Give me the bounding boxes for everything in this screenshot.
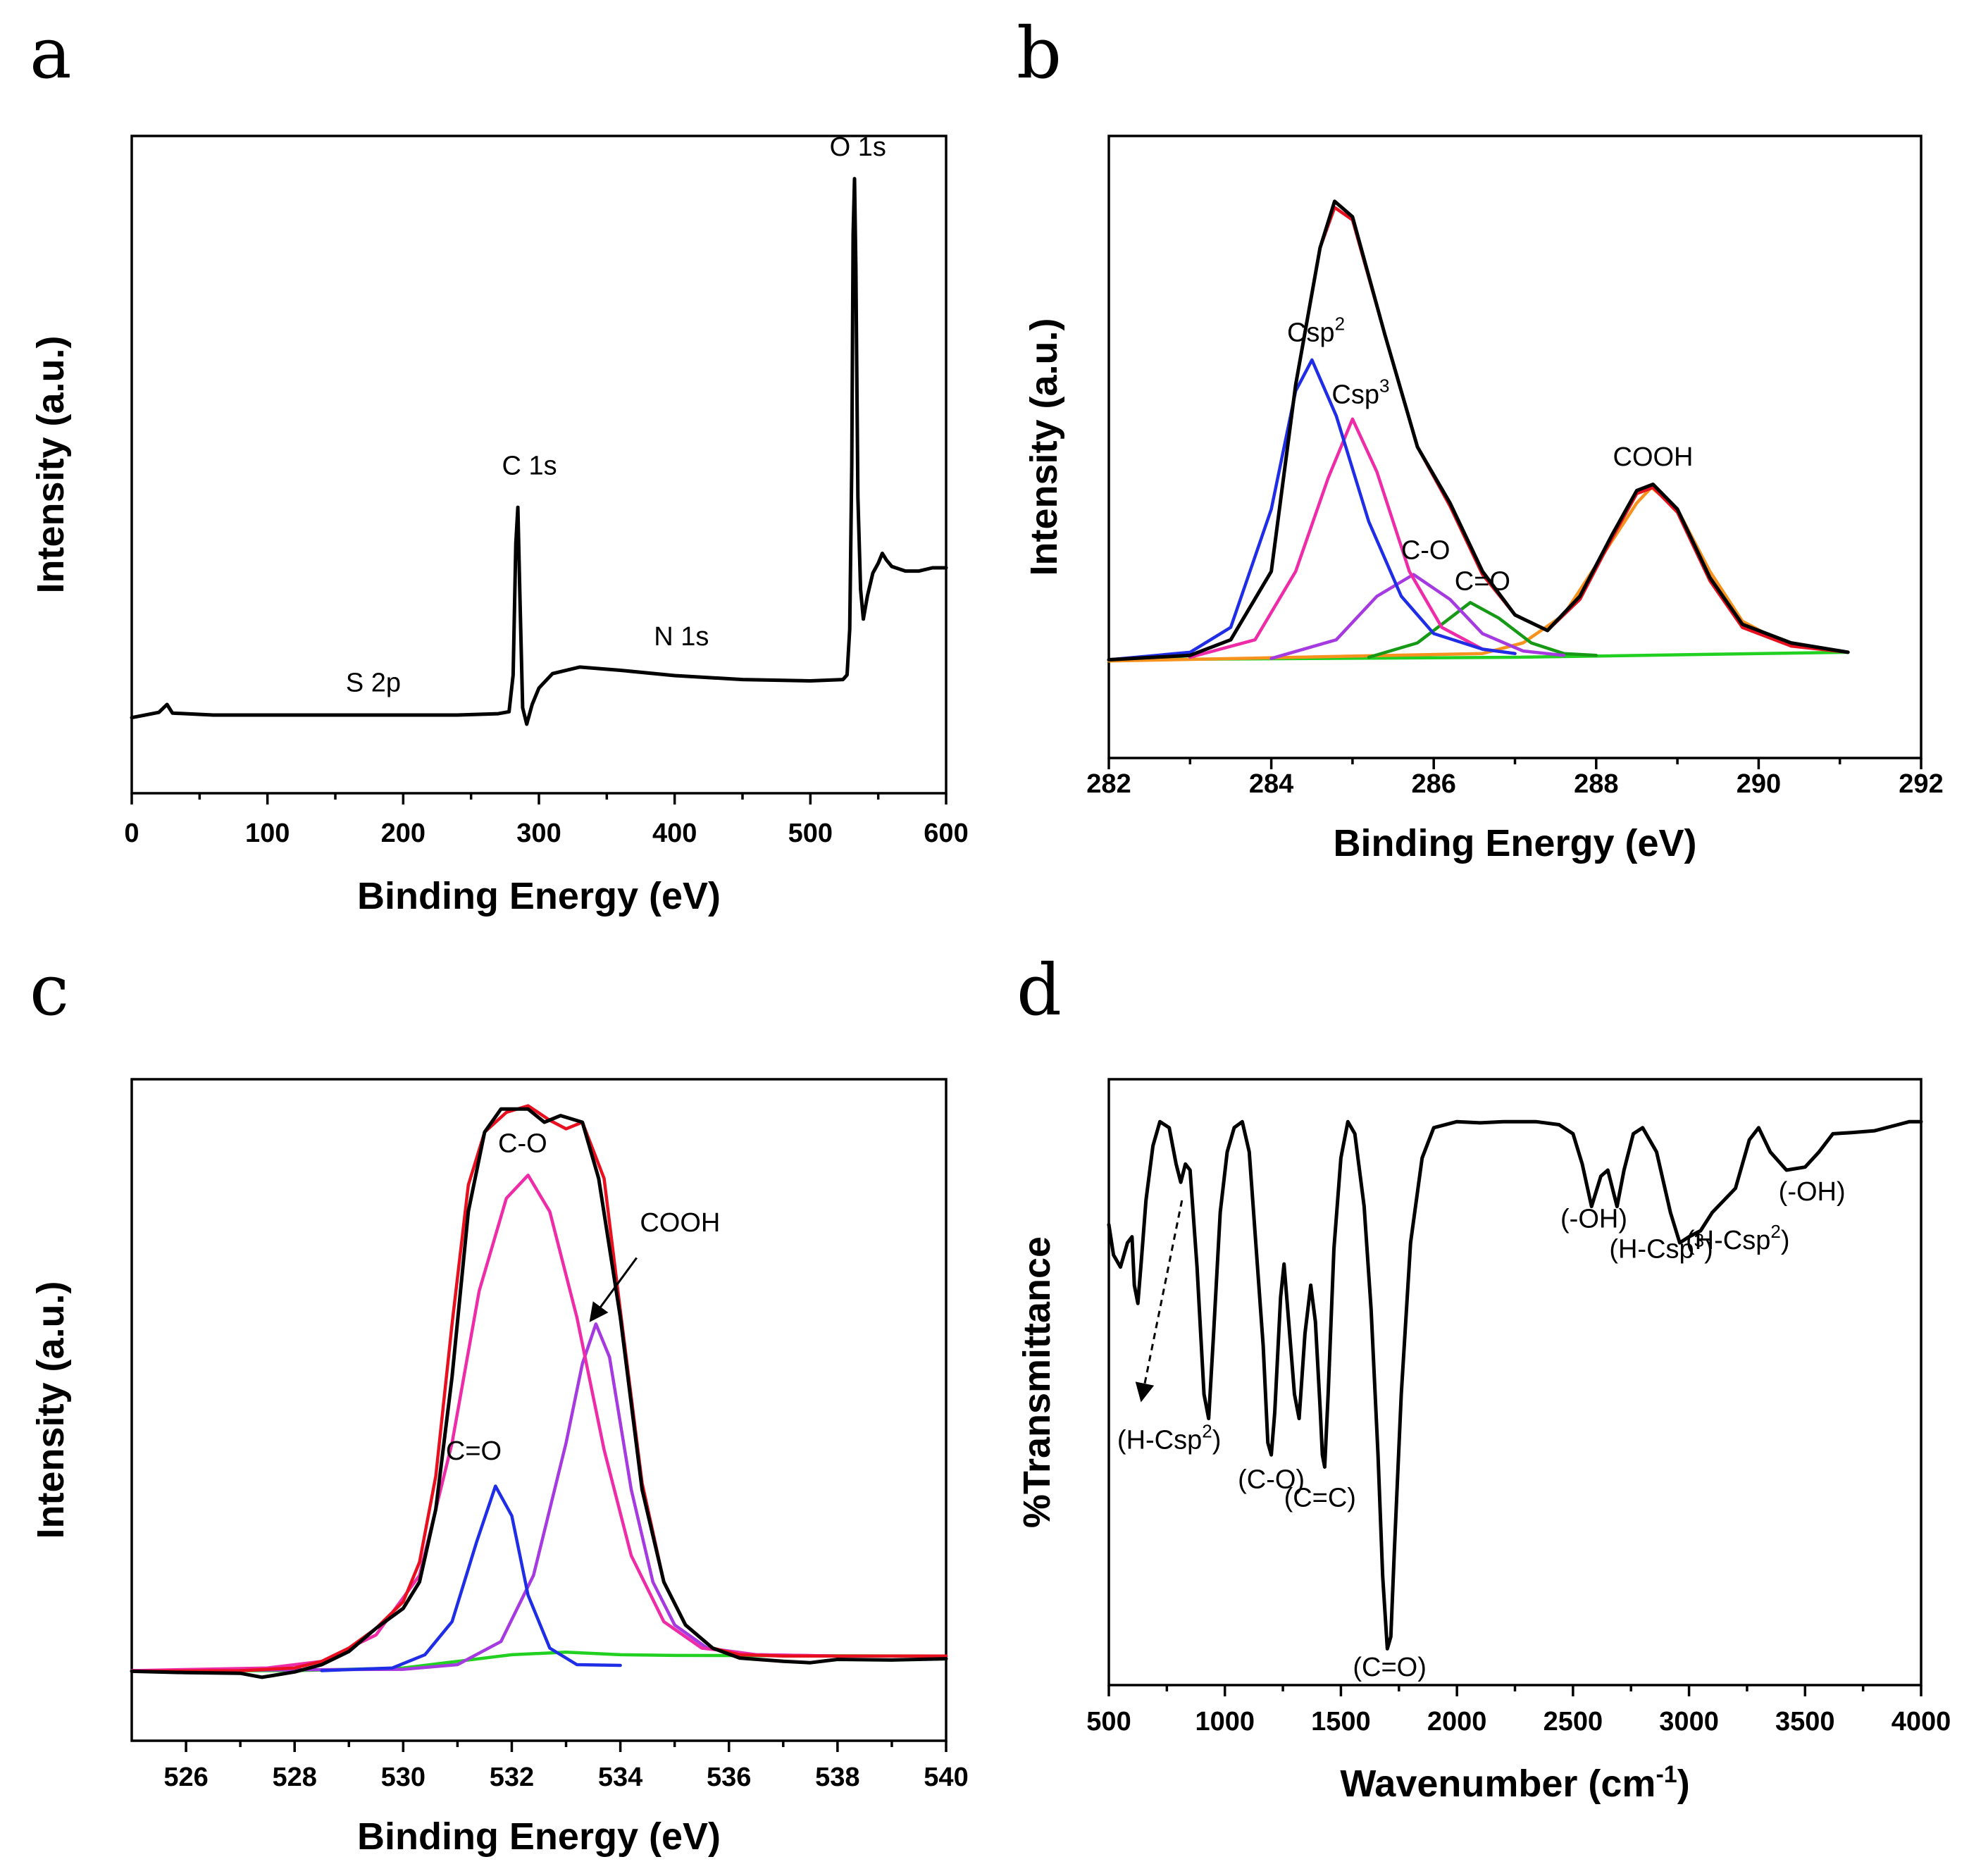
- peak-label: (C-O): [1238, 1465, 1305, 1495]
- x-tick-label: 100: [245, 819, 290, 848]
- x-tick-label: 2000: [1427, 1707, 1487, 1737]
- x-tick-label: 3500: [1775, 1707, 1835, 1737]
- x-tick-label: 286: [1411, 769, 1455, 799]
- x-tick-label: 500: [788, 819, 833, 848]
- annotation-arrow: [589, 1257, 638, 1322]
- y-axis-title: %Transmittance: [1016, 1236, 1058, 1528]
- x-tick-label: 528: [272, 1763, 316, 1792]
- peak-label: COOH: [1613, 442, 1694, 472]
- peak-label: C-O: [1401, 535, 1451, 565]
- x-tick-label: 200: [381, 819, 426, 848]
- x-tick-label: 0: [124, 819, 139, 848]
- panel-b: b 282 284 286 288 290 292 Binding Energy (eV) In…: [1017, 12, 1944, 864]
- peak-label: O 1s: [830, 132, 886, 162]
- x-tick-label: 538: [815, 1763, 859, 1792]
- peak-label: COOH: [640, 1208, 720, 1238]
- x-tick-label: 534: [598, 1763, 642, 1792]
- y-axis-title: Intensity (a.u.): [30, 1281, 72, 1539]
- peak-label: (H-Csp2): [1686, 1221, 1789, 1255]
- peak-label: (-OH): [1560, 1205, 1627, 1234]
- peak-label: (C=C): [1284, 1483, 1356, 1512]
- x-axis-title: Binding Energy (eV): [357, 1815, 721, 1858]
- peak-label: Csp2: [1287, 313, 1345, 347]
- peak-label: C 1s: [502, 451, 557, 480]
- x-tick-label: 526: [163, 1763, 208, 1792]
- panel-d: d 500 1000 1500 2000 2500 3000 3500 4000 Wavenumb…: [1016, 949, 1951, 1805]
- x-tick-label: 288: [1574, 769, 1618, 799]
- peak-label: (H-Csp2): [1117, 1421, 1221, 1455]
- x-tick-label: 284: [1249, 769, 1293, 799]
- peak-label: C=O: [446, 1436, 502, 1466]
- series-c-o: [130, 1173, 948, 1672]
- peak-label: (H-Csp3): [1609, 1230, 1713, 1265]
- x-tick-label: 500: [1086, 1707, 1131, 1737]
- peak-label: N 1s: [654, 622, 709, 652]
- series-csp3: [1188, 417, 1517, 659]
- series-cooh: [1107, 485, 1850, 663]
- x-tick-label: 282: [1086, 769, 1131, 799]
- x-tick-label: 600: [924, 819, 968, 848]
- x-tick-label: 1500: [1311, 1707, 1371, 1737]
- series-measured: [130, 1107, 948, 1679]
- plot-frame: [1107, 1078, 1923, 1686]
- series-c-o: [320, 1484, 622, 1672]
- x-axis-title: Wavenumber (cm-1): [1340, 1761, 1689, 1805]
- panel-letter-b: b: [1017, 12, 1062, 94]
- x-tick-label: 292: [1899, 769, 1943, 799]
- series-survey-spectrum: [130, 177, 948, 726]
- series-csp2: [1107, 358, 1517, 661]
- peak-label: C-O: [498, 1129, 547, 1158]
- panel-letter-c: c: [30, 949, 69, 1031]
- series-ftir-spectrum: [1107, 1119, 1923, 1651]
- x-tick-label: 300: [516, 819, 561, 848]
- series-c-o: [1367, 601, 1598, 659]
- panel-letter-d: d: [1017, 949, 1062, 1031]
- peak-label: C=O: [1455, 567, 1510, 597]
- x-tick-label: 400: [652, 819, 697, 848]
- x-tick-label: 2500: [1543, 1707, 1603, 1737]
- y-axis-title: Intensity (a.u.): [30, 335, 72, 593]
- x-axis-title: Binding Energy (eV): [1333, 822, 1696, 864]
- plot-frame: [130, 1078, 948, 1742]
- peak-label: (-OH): [1779, 1177, 1846, 1207]
- x-tick-label: 4000: [1892, 1707, 1951, 1737]
- x-tick-label: 530: [381, 1763, 426, 1792]
- x-tick-label: 540: [924, 1763, 968, 1792]
- x-tick-label: 532: [490, 1763, 534, 1792]
- plot-frame: [1107, 135, 1923, 759]
- x-tick-label: 1000: [1195, 1707, 1255, 1737]
- panel-letter-a: a: [30, 12, 72, 94]
- panel-a: a 0 100 200 300 400 500 600 Binding Energy (eV) I…: [30, 12, 969, 917]
- x-tick-label: 536: [707, 1763, 751, 1792]
- peak-label: (C=O): [1353, 1653, 1427, 1682]
- series-measured: [1107, 199, 1850, 661]
- peak-label: S 2p: [346, 668, 401, 697]
- x-tick-label: 3000: [1659, 1707, 1719, 1737]
- x-axis-title: Binding Energy (eV): [357, 875, 721, 917]
- annotation-arrow: [1135, 1200, 1184, 1403]
- peak-label: Csp3: [1331, 375, 1389, 410]
- x-tick-label: 290: [1737, 769, 1781, 799]
- y-axis-title: Intensity (a.u.): [1023, 318, 1065, 576]
- series-c-o: [1269, 573, 1565, 660]
- panel-c: c 526 528 530 532 534 536 538 540 Binding Energy …: [30, 949, 969, 1858]
